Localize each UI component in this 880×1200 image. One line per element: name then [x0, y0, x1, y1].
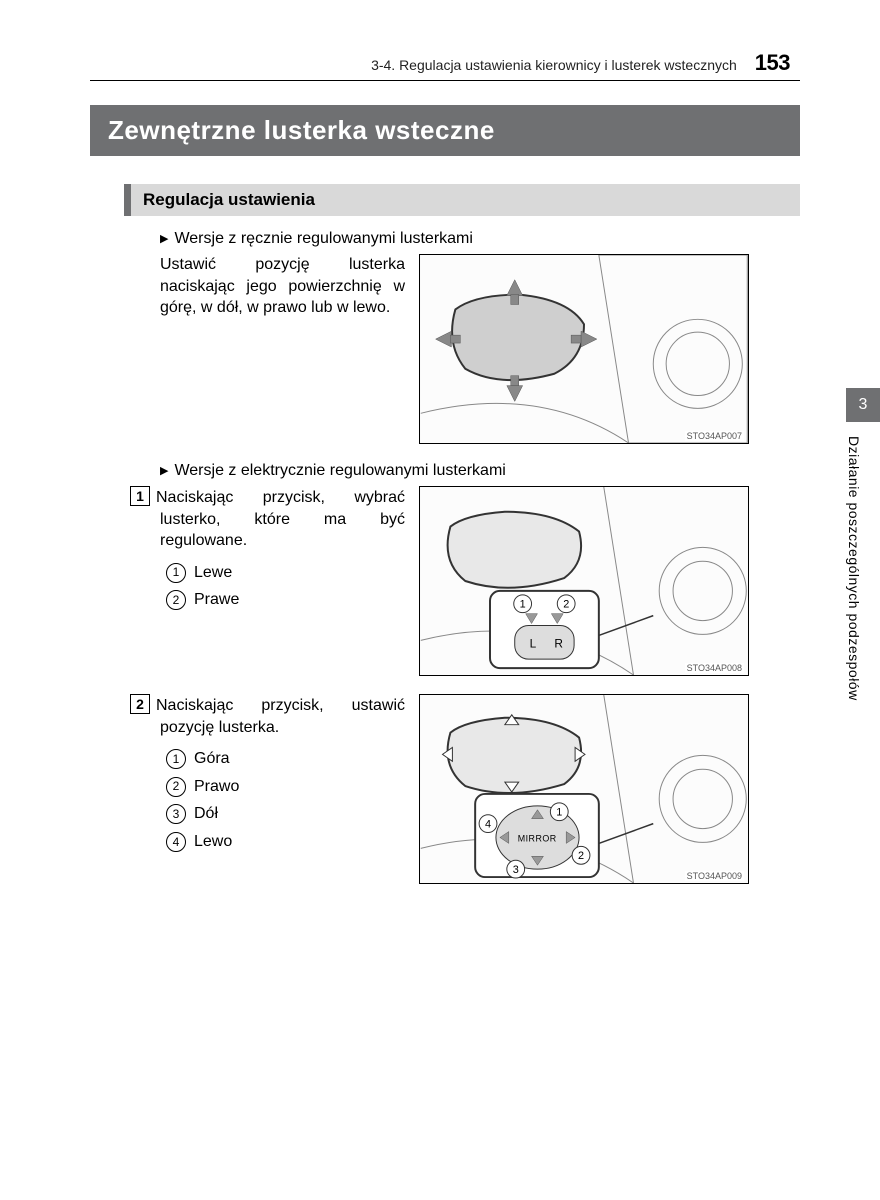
step-number-2: 2: [130, 694, 150, 714]
item-label: Prawe: [194, 589, 239, 611]
step-number-1: 1: [130, 486, 150, 506]
header-section-text: 3-4. Regulacja ustawienia kierownicy i l…: [371, 57, 737, 73]
step2-block: 2Naciskając przycisk, ustawić pozycję lu…: [160, 694, 405, 884]
step1-block: 1Naciskając przycisk, wybrać lusterko, k…: [160, 486, 405, 676]
svg-text:4: 4: [485, 819, 491, 831]
list-item: 1 Góra: [166, 748, 405, 770]
item-number-icon: 3: [166, 804, 186, 824]
header-rule: [90, 80, 800, 81]
list-item: 3 Dół: [166, 803, 405, 825]
svg-text:R: R: [554, 636, 563, 650]
item-label: Prawo: [194, 776, 239, 798]
item-number-icon: 2: [166, 777, 186, 797]
svg-text:2: 2: [578, 850, 584, 862]
subheading: Regulacja ustawienia: [124, 184, 800, 216]
item-label: Dół: [194, 803, 218, 825]
step1-text: Naciskając przycisk, wybrać lusterko, kt…: [156, 489, 405, 549]
manual-heading: Wersje z ręcznie regulowanymi lusterkami: [160, 230, 800, 248]
item-number-icon: 1: [166, 749, 186, 769]
svg-text:L: L: [530, 636, 537, 650]
svg-text:1: 1: [520, 599, 526, 611]
manual-text: Ustawić pozycję lusterka naciskając jego…: [160, 254, 405, 444]
page-title: Zewnętrzne lusterka wsteczne: [90, 105, 800, 156]
list-item: 2 Prawo: [166, 776, 405, 798]
list-item: 2 Prawe: [166, 589, 405, 611]
figure-label: STO34AP008: [685, 663, 744, 673]
figure-label: STO34AP009: [685, 871, 744, 881]
svg-text:2: 2: [563, 599, 569, 611]
chapter-side-tab: 3 Działanie poszczególnych podzespołów: [846, 388, 880, 701]
chapter-number: 3: [846, 388, 880, 422]
svg-text:MIRROR: MIRROR: [518, 833, 557, 843]
chapter-title-vertical: Działanie poszczególnych podzespołów: [846, 422, 870, 701]
list-item: 1 Lewe: [166, 562, 405, 584]
page-number: 153: [755, 50, 790, 76]
item-number-icon: 2: [166, 590, 186, 610]
item-label: Góra: [194, 748, 230, 770]
item-label: Lewo: [194, 831, 232, 853]
list-item: 4 Lewo: [166, 831, 405, 853]
svg-text:1: 1: [556, 807, 562, 819]
step2-text: Naciskając przycisk, ustawić pozycję lus…: [156, 697, 405, 736]
figure-electric-select: L R 1 2 STO34AP008: [419, 486, 749, 676]
figure-manual-mirror: STO34AP007: [419, 254, 749, 444]
figure-label: STO34AP007: [685, 431, 744, 441]
item-number-icon: 4: [166, 832, 186, 852]
svg-text:3: 3: [513, 864, 519, 876]
item-label: Lewe: [194, 562, 232, 584]
figure-electric-adjust: MIRROR 1 2 3 4 STO3: [419, 694, 749, 884]
electric-heading: Wersje z elektrycznie regulowanymi luste…: [160, 462, 800, 480]
item-number-icon: 1: [166, 563, 186, 583]
